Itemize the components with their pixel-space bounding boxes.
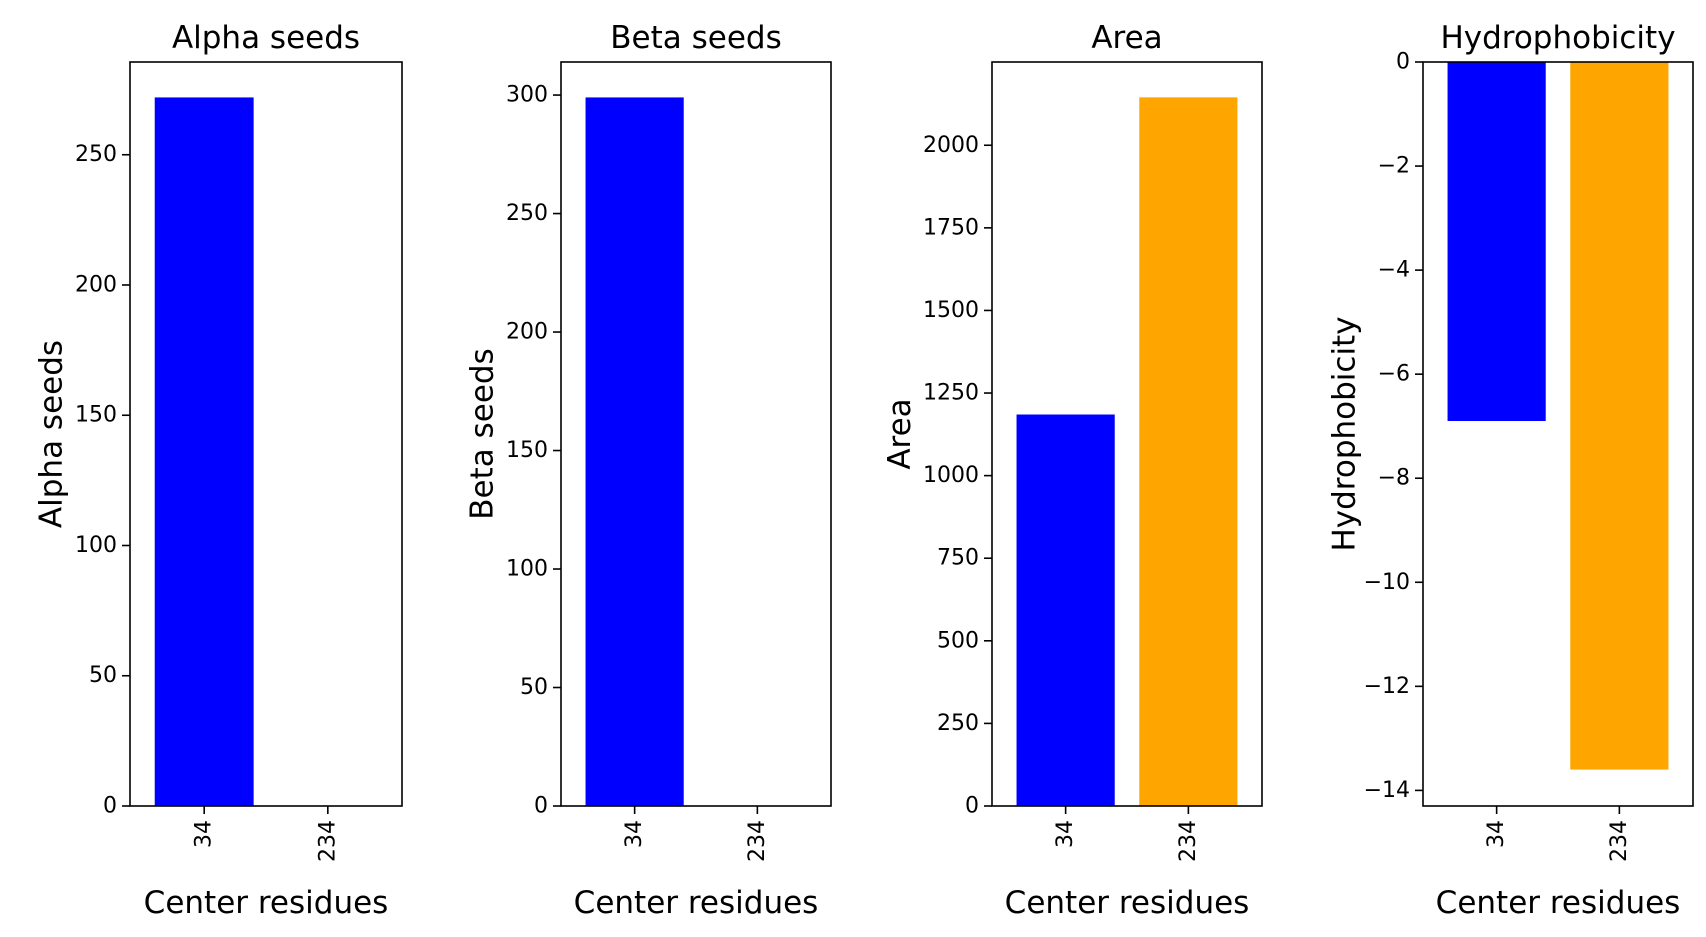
x-axis-label: Center residues [144, 885, 389, 921]
y-tick-label: −14 [1364, 778, 1410, 803]
y-tick-label: −4 [1378, 258, 1410, 283]
bar-234[interactable] [1570, 62, 1669, 770]
chart-panel-1: 0 50 100 150 200 250 34 234 Alpha seeds Center re… [34, 20, 403, 921]
chart-title: Beta seeds [610, 20, 781, 56]
y-tick-label: 100 [506, 557, 548, 582]
plot-frame [991, 61, 1263, 807]
y-tick-label: 200 [506, 320, 548, 345]
x-tick-label: 34 [1053, 820, 1078, 848]
y-tick-label: 0 [1396, 50, 1410, 75]
x-tick-label: 234 [315, 820, 340, 862]
y-tick-label: −6 [1378, 362, 1410, 387]
chart-panel-3: 0 250 500 750 1000 1250 1500 1750 2000 34 234 Area C… [882, 20, 1263, 921]
chart-title: Hydrophobicity [1440, 20, 1675, 56]
y-tick-label: 0 [534, 794, 548, 819]
x-tick-label: 34 [192, 820, 217, 848]
x-tick-label: 34 [1484, 820, 1509, 848]
chart-panel-4: 0 −2 −4 −6 −8 −10 −12 −14 34 234 Hydrophobicity Cen… [1327, 20, 1694, 921]
bar-34[interactable] [154, 97, 254, 806]
y-tick-label: −12 [1364, 674, 1410, 699]
y-tick-label: 100 [75, 533, 117, 558]
y-tick-label: 500 [937, 628, 979, 653]
y-tick-label: 0 [965, 794, 979, 819]
y-axis-label: Alpha seeds [34, 340, 70, 528]
bar-34[interactable] [1016, 414, 1115, 806]
y-tick-label: 150 [506, 438, 548, 463]
x-tick-label: 34 [622, 820, 647, 848]
x-tick-label: 234 [1607, 820, 1632, 862]
y-tick-label: 0 [103, 794, 117, 819]
chart-title: Alpha seeds [172, 20, 360, 56]
bar-234[interactable] [1139, 97, 1238, 806]
y-tick-label: −2 [1378, 154, 1410, 179]
y-tick-label: 1500 [923, 298, 979, 323]
y-tick-label: −8 [1378, 466, 1410, 491]
y-tick-label: 1250 [923, 381, 979, 406]
bar-34[interactable] [1447, 62, 1546, 421]
x-axis-label: Center residues [1005, 885, 1250, 921]
plot-frame [129, 61, 403, 807]
y-tick-label: 250 [75, 142, 117, 167]
y-tick-label: 50 [89, 663, 117, 688]
y-tick-label: 150 [75, 403, 117, 428]
y-tick-label: 250 [937, 711, 979, 736]
y-tick-label: 50 [520, 675, 548, 700]
y-axis-label: Beta seeds [465, 348, 501, 519]
y-tick-label: 2000 [923, 133, 979, 158]
x-axis-label: Center residues [1436, 885, 1681, 921]
y-tick-label: 1000 [923, 463, 979, 488]
x-tick-label: 234 [1176, 820, 1201, 862]
y-tick-label: 1750 [923, 215, 979, 240]
chart-panel-2: 0 50 100 150 200 250 300 34 234 Beta seeds Center … [465, 20, 832, 921]
y-tick-label: −10 [1364, 570, 1410, 595]
y-tick-label: 200 [75, 272, 117, 297]
y-axis-label: Area [882, 398, 918, 469]
y-tick-label: 250 [506, 201, 548, 226]
y-tick-label: 750 [937, 546, 979, 571]
chart-title: Area [1091, 20, 1162, 56]
plot-frame [1422, 61, 1694, 807]
x-axis-label: Center residues [574, 885, 819, 921]
y-tick-label: 300 [506, 83, 548, 108]
x-tick-label: 234 [745, 820, 770, 862]
plot-frame [560, 61, 832, 807]
bar-34[interactable] [585, 97, 684, 806]
y-axis-label: Hydrophobicity [1327, 316, 1363, 551]
